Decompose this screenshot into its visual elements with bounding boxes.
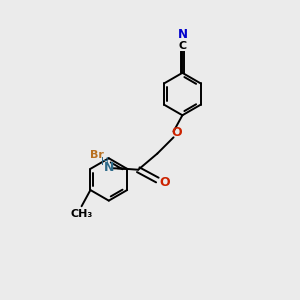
Text: Br: Br [91, 150, 104, 160]
Text: N: N [104, 161, 114, 174]
Text: O: O [160, 176, 170, 189]
Text: CH₃: CH₃ [70, 209, 93, 219]
Text: O: O [172, 126, 182, 139]
Text: C: C [178, 41, 187, 51]
Text: H: H [101, 157, 109, 167]
Text: N: N [177, 28, 188, 41]
